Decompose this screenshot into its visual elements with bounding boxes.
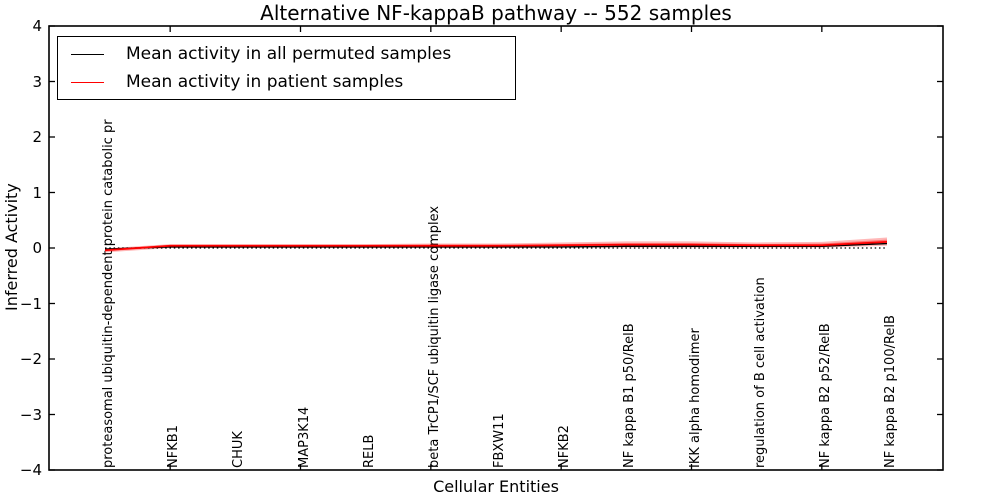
chart-title: Alternative NF-kappaB pathway -- 552 sam… (260, 1, 732, 25)
y-tick-label: 4 (32, 17, 42, 35)
x-axis-label: Cellular Entities (433, 477, 559, 496)
legend-line-sample-icon (71, 53, 104, 55)
y-tick-label: 0 (32, 239, 42, 257)
y-tick-label: 2 (32, 128, 42, 146)
y-tick-label: −3 (19, 405, 42, 424)
y-tick-label: 3 (32, 72, 42, 91)
legend-item: Mean activity in patient samples (58, 68, 515, 96)
legend-item-label: Mean activity in patient samples (126, 72, 404, 92)
legend-item: Mean activity in all permuted samples (58, 40, 515, 68)
legend-item-label: Mean activity in all permuted samples (126, 44, 452, 64)
y-axis-label: Inferred Activity (2, 183, 21, 311)
legend-line-sample-icon (71, 81, 104, 83)
patient-mean-line (104, 241, 888, 252)
legend: Mean activity in all permuted samples Mea… (57, 36, 516, 100)
y-tick-label: 1 (32, 183, 42, 202)
y-tick-label: −1 (19, 294, 42, 313)
permuted-mean-line (104, 242, 888, 250)
y-tick-label: −2 (19, 350, 42, 368)
y-tick-label: −4 (19, 461, 42, 479)
